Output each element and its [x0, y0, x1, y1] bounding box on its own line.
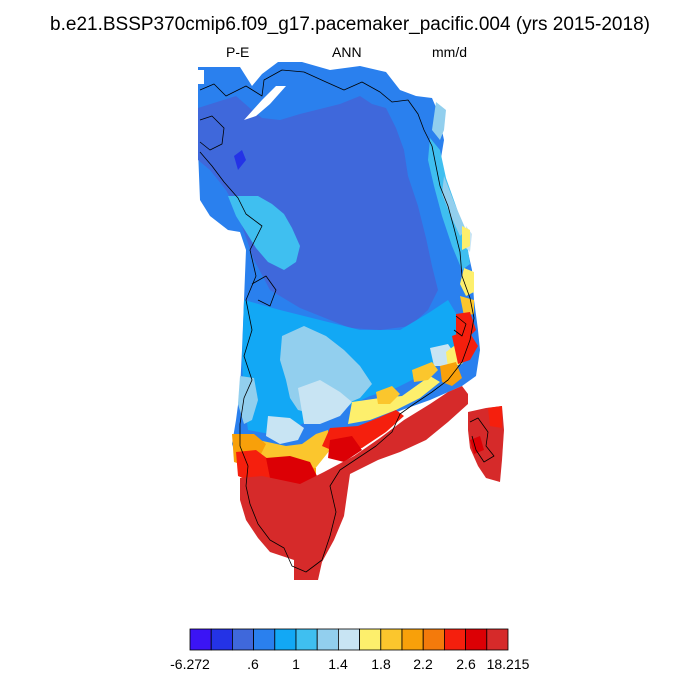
colorbar-label-min: -6.272	[170, 656, 210, 672]
field-region	[452, 330, 478, 364]
colorbar-label: 1	[292, 656, 300, 672]
colorbar-label-max: 18.215	[486, 656, 530, 672]
p-e-field	[196, 62, 504, 580]
colorbar-swatch	[231, 628, 254, 651]
field-region	[234, 150, 246, 170]
field-region	[238, 376, 258, 424]
variable-label: P-E	[226, 44, 250, 60]
colorbar-label: 1.8	[371, 656, 391, 672]
colorbar	[189, 628, 509, 651]
field-region	[196, 70, 204, 84]
field-region	[298, 380, 352, 424]
colorbar-swatch	[316, 628, 339, 651]
field-region	[376, 386, 400, 404]
colorbar-swatch	[401, 628, 424, 651]
coastline-segment	[199, 69, 475, 573]
colorbar-swatch	[443, 628, 466, 651]
colorbar-swatch	[337, 628, 360, 651]
field-region	[412, 362, 438, 382]
season-label: ANN	[332, 44, 362, 60]
field-region	[440, 362, 462, 386]
colorbar-swatch	[359, 628, 382, 651]
coastline-segment	[251, 275, 277, 307]
colorbar-swatch	[189, 628, 212, 651]
colorbar-swatch	[380, 628, 403, 651]
colorbar-label: 2.2	[413, 656, 433, 672]
field-region	[266, 416, 304, 444]
coastline	[199, 69, 495, 573]
field-region	[244, 86, 286, 120]
field-region	[432, 102, 446, 140]
field-region	[462, 226, 470, 250]
colorbar-swatch	[486, 628, 509, 651]
colorbar-label: 2.6	[456, 656, 476, 672]
colorbar-label: 1.4	[328, 656, 348, 672]
field-region	[240, 386, 468, 580]
colorbar-swatch	[422, 628, 445, 651]
field-region	[442, 176, 466, 236]
field-region	[198, 96, 438, 330]
colorbar-label: .6	[247, 656, 259, 672]
field-region	[488, 406, 502, 428]
plot-title: b.e21.BSSP370cmip6.f09_g17.pacemaker_pac…	[50, 14, 650, 35]
units-label: mm/d	[432, 44, 467, 60]
coastline-segment	[453, 315, 467, 337]
colorbar-swatch	[210, 628, 233, 651]
colorbar-swatch	[253, 628, 276, 651]
coastline-segment	[469, 417, 495, 463]
field-region	[460, 268, 474, 296]
colorbar-swatch	[465, 628, 488, 651]
field-region	[328, 436, 362, 462]
colorbar-swatch	[274, 628, 297, 651]
colorbar-swatch	[295, 628, 318, 651]
coastline-segment	[199, 115, 225, 151]
